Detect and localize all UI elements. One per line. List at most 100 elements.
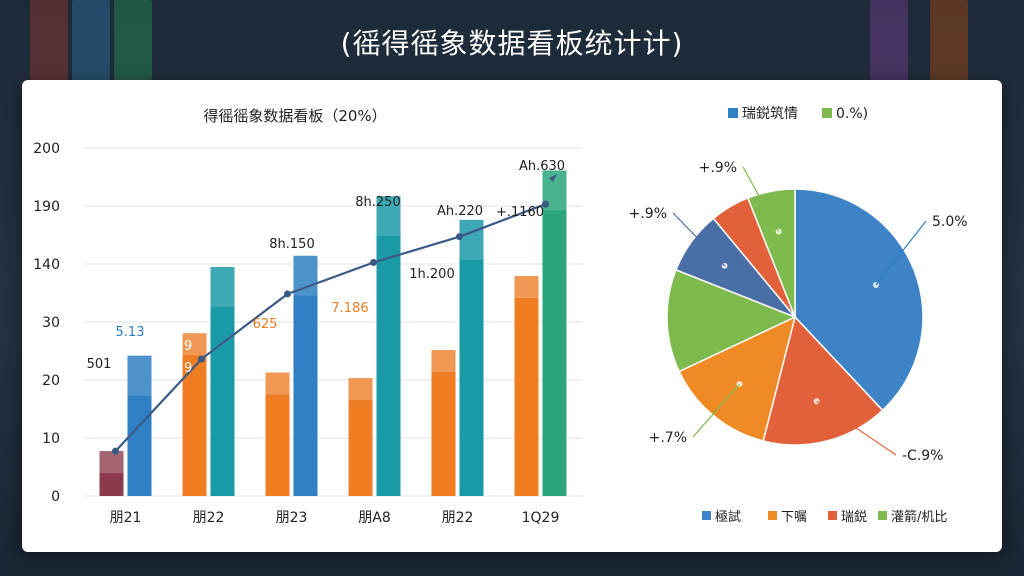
data-label: 1h.200	[409, 267, 454, 282]
pie-slice	[746, 188, 796, 318]
bar-chart-bars	[99, 170, 567, 497]
bar-highlight	[182, 333, 207, 356]
legend-label: 灌箭/机比	[891, 509, 947, 525]
bar-highlight	[459, 219, 484, 260]
data-label: 9.9	[172, 339, 193, 354]
legend-swatch	[828, 511, 837, 520]
data-label: 7.186	[331, 301, 368, 316]
pie-callouts: 5.0% -C.9% +.7% +.9% +.9%	[629, 160, 968, 464]
bar-chart-grid	[84, 147, 582, 497]
pie-slices	[666, 188, 924, 446]
y-tick-label: 200	[33, 141, 60, 157]
trend-point	[542, 200, 549, 208]
pie-slice	[678, 315, 797, 442]
background-book	[930, 0, 968, 80]
bar	[265, 372, 290, 496]
callout-label: +.7%	[649, 430, 687, 446]
y-tick-label: 10	[42, 431, 60, 447]
bar-highlight	[293, 255, 318, 296]
trend-point	[456, 233, 463, 241]
bar-chart-x-axis: 朋21 朋22 朋23 朋A8 朋22 1Q29	[110, 510, 560, 526]
bar	[376, 196, 401, 496]
callout-line	[672, 212, 726, 267]
pie-legend: 極試 下嘱 瑞鋭 灌箭/机比	[702, 509, 947, 525]
y-tick-label: 190	[33, 199, 60, 215]
y-tick-label: 30	[42, 315, 60, 331]
dashboard-panel: 得徭徭象数据看板（20%） 200 190 140 30 20 10 0 501 13.5 5.…	[22, 80, 1002, 552]
x-tick-label: 1Q29	[522, 510, 560, 526]
data-label: 8h.250	[355, 195, 400, 210]
bar-chart-trend-line	[112, 174, 557, 455]
data-label: 13.5	[86, 399, 115, 414]
callout-label: +.9%	[699, 160, 737, 176]
data-label: 7.3	[255, 347, 276, 362]
data-label: 501	[87, 357, 112, 372]
data-label: 8h.150	[269, 237, 314, 252]
trend-point	[284, 290, 291, 298]
bar-highlight	[348, 378, 373, 401]
dashboard-charts: 得徭徭象数据看板（20%） 200 190 140 30 20 10 0 501 13.5 5.…	[33, 106, 968, 526]
bar-highlight	[210, 266, 235, 307]
trend-line	[114, 203, 546, 452]
background-book	[114, 0, 152, 80]
pie-chart: 瑞鋭筑情 0.%) 5.0% -C.9% +.7% +.9% +.9% 極試 下嘱 瑞鋭 灌箭…	[629, 106, 968, 525]
bar	[542, 170, 567, 497]
legend-swatch	[702, 511, 711, 520]
pie-slice	[794, 188, 924, 412]
callout-label: 5.0%	[932, 214, 968, 230]
y-tick-label: 20	[42, 373, 60, 389]
bar-chart: 得徭徭象数据看板（20%） 200 190 140 30 20 10 0 501 13.5 5.…	[33, 107, 582, 526]
bar	[459, 219, 484, 496]
x-tick-label: 朋22	[193, 510, 225, 526]
trend-point	[198, 355, 205, 363]
bar	[348, 378, 373, 496]
callout-line	[692, 383, 740, 438]
data-label: +.1160	[496, 205, 544, 220]
x-tick-label: 朋21	[110, 510, 142, 526]
trend-point	[112, 447, 119, 455]
legend-swatch	[768, 511, 777, 520]
bar-highlight	[127, 355, 152, 396]
data-label: Ah.630	[519, 159, 565, 174]
legend-label: 極試	[715, 509, 741, 525]
pie-legend-title-swatch	[822, 108, 832, 118]
bar	[293, 255, 318, 496]
data-label: 7.9	[172, 361, 193, 376]
callout-line	[742, 166, 780, 232]
y-tick-label: 140	[33, 257, 60, 273]
pie-legend-title-label: 0.%)	[836, 106, 868, 122]
legend-label: 瑞鋭	[841, 510, 867, 525]
bar	[210, 266, 235, 496]
legend-swatch	[878, 511, 887, 520]
trend-arrow-head	[549, 174, 557, 182]
data-label: 625	[253, 317, 278, 332]
callout-line	[875, 220, 927, 286]
y-tick-label: 0	[51, 489, 60, 505]
bar	[99, 451, 124, 496]
bar-chart-data-labels: 501 13.5 5.3 5.13 9.9 7.9 625 7.3 8h.150 7.186 8h.…	[86, 159, 566, 444]
x-tick-label: 朋A8	[358, 510, 390, 526]
x-tick-label: 朋23	[276, 510, 308, 526]
bar	[431, 350, 456, 496]
pie-legend-title-swatch	[728, 108, 738, 118]
callout-line	[816, 400, 897, 456]
pie-legend-title-label: 瑞鋭筑情	[742, 106, 798, 122]
bar-chart-title: 得徭徭象数据看板（20%）	[203, 107, 386, 125]
background-book	[30, 0, 68, 80]
page-title: (徭得徭象数据看板统计计)	[340, 27, 684, 60]
background-book	[870, 0, 908, 80]
bar-highlight	[99, 451, 124, 474]
pie-slice	[666, 268, 797, 373]
bar-highlight	[265, 372, 290, 395]
bar-highlight	[376, 196, 401, 237]
data-label: Ah.220	[437, 204, 483, 219]
data-label: 5.3	[92, 429, 113, 444]
bar-highlight	[514, 275, 539, 298]
legend-label: 下嘱	[781, 510, 807, 525]
bar-chart-y-axis: 200 190 140 30 20 10 0	[33, 141, 60, 505]
bar-highlight	[431, 350, 456, 373]
trend-point	[370, 259, 377, 267]
bar	[514, 275, 539, 496]
background-book	[72, 0, 110, 80]
callout-label: -C.9%	[902, 448, 944, 464]
